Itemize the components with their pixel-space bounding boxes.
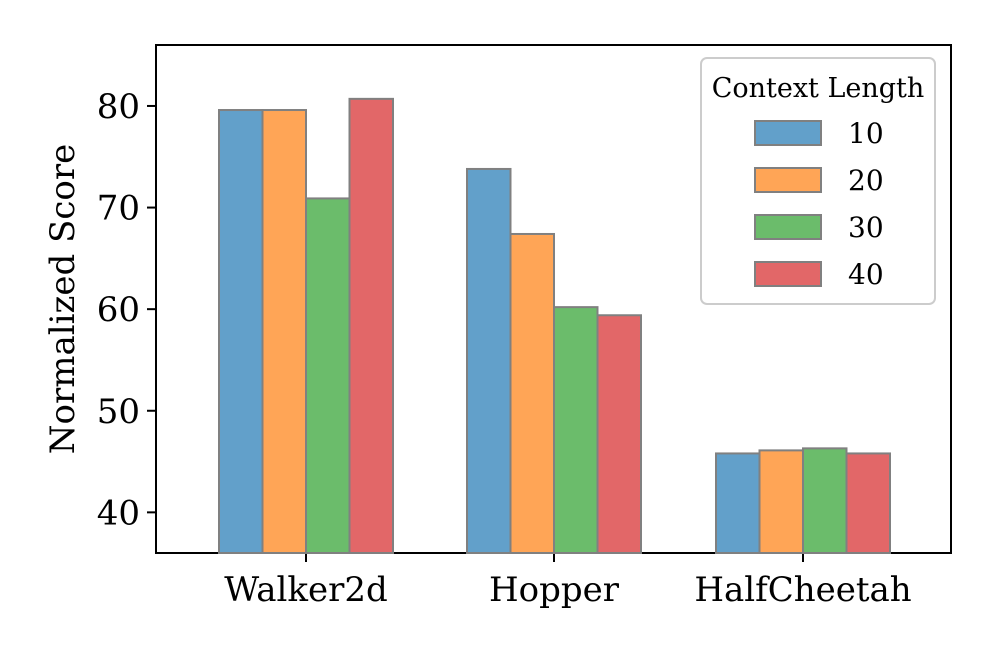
y-tick-label-40: 40	[97, 493, 140, 533]
bar-walker2d-30	[305, 197, 351, 555]
legend-swatch-40	[754, 261, 822, 287]
legend-swatch-10	[754, 120, 822, 146]
y-axis-title: Normalized Score	[43, 144, 83, 455]
y-tick-label-60: 60	[97, 290, 140, 330]
bar-halfcheetah-20	[758, 449, 804, 554]
bars	[218, 97, 891, 555]
bar-halfcheetah-10	[715, 452, 761, 555]
bar-walker2d-40	[348, 97, 394, 555]
y-tick-label-70: 70	[97, 189, 140, 229]
y-tick-label-80: 80	[97, 87, 140, 127]
bar-hopper-20	[509, 232, 555, 554]
bar-hopper-40	[596, 314, 642, 555]
y-axis: 40 50 60 70 80	[97, 87, 156, 533]
legend-label-20: 20	[848, 164, 884, 197]
legend-title: Context Length	[712, 73, 925, 104]
bar-hopper-10	[466, 167, 512, 554]
legend-label-30: 30	[848, 211, 884, 244]
x-axis: Walker2d Hopper HalfCheetah	[224, 553, 912, 610]
x-tick-label-halfcheetah: HalfCheetah	[694, 570, 911, 610]
bar-hopper-30	[553, 306, 599, 554]
legend-label-40: 40	[848, 258, 884, 291]
legend-label-10: 10	[848, 117, 884, 150]
y-tick-label-50: 50	[97, 392, 140, 432]
x-tick-label-walker2d: Walker2d	[224, 570, 388, 610]
bar-halfcheetah-40	[845, 452, 891, 555]
legend-swatch-30	[754, 214, 822, 240]
x-tick-label-hopper: Hopper	[489, 570, 620, 610]
bar-halfcheetah-30	[802, 447, 848, 554]
legend: Context Length 10 20 30 40	[700, 57, 936, 305]
legend-swatch-20	[754, 167, 822, 193]
bar-walker2d-10	[218, 109, 264, 555]
bar-walker2d-20	[261, 109, 307, 555]
